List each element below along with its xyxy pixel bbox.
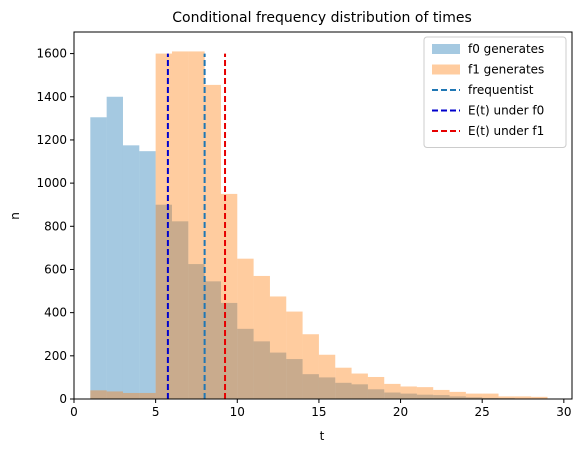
x-axis-label: t bbox=[320, 429, 325, 443]
histogram-bar bbox=[220, 193, 238, 399]
histogram-bar bbox=[188, 51, 205, 400]
y-axis: 0 200 400 600 800 1000 1200 1400 1600 bbox=[36, 47, 74, 406]
x-tick-label: 10 bbox=[230, 405, 245, 419]
histogram-bar bbox=[286, 311, 303, 399]
histogram-bar bbox=[286, 359, 303, 399]
histogram-bar bbox=[367, 376, 385, 399]
y-tick-label: 1400 bbox=[36, 90, 67, 104]
histogram-bar bbox=[335, 367, 352, 399]
y-tick-label: 0 bbox=[59, 392, 67, 406]
histogram-bar bbox=[416, 394, 434, 399]
histogram-bar bbox=[351, 373, 368, 399]
x-tick-label: 30 bbox=[556, 405, 571, 419]
legend-swatch bbox=[432, 64, 460, 75]
legend-label: f0 generates bbox=[468, 42, 544, 56]
chart-title: Conditional frequency distribution of ti… bbox=[172, 10, 472, 26]
histogram-bar bbox=[253, 275, 270, 399]
histogram-bar bbox=[90, 390, 107, 399]
histogram-bar bbox=[531, 396, 548, 399]
histogram-bar bbox=[237, 258, 254, 399]
y-tick-label: 600 bbox=[44, 262, 67, 276]
histogram-bar bbox=[318, 377, 336, 399]
histogram-bar bbox=[139, 392, 156, 399]
histogram-bar bbox=[384, 383, 401, 399]
histogram-bar bbox=[171, 51, 189, 400]
histogram-bar bbox=[302, 334, 319, 399]
histogram-bar bbox=[253, 341, 270, 399]
legend-label: E(t) under f1 bbox=[468, 124, 544, 138]
legend-label: frequentist bbox=[468, 83, 534, 97]
histogram-bar bbox=[90, 117, 107, 400]
histogram-bar bbox=[139, 151, 156, 399]
histogram-bar bbox=[122, 392, 140, 399]
histogram-bar bbox=[204, 84, 221, 399]
histogram-bar bbox=[482, 393, 499, 399]
histogram-bar bbox=[269, 352, 287, 399]
histogram-bar bbox=[106, 391, 123, 399]
y-tick-label: 1600 bbox=[36, 47, 67, 61]
legend: f0 generates f1 generates frequentist E(t) … bbox=[423, 36, 567, 148]
histogram-bar bbox=[416, 387, 434, 399]
x-axis: 0 5 10 15 20 25 30 bbox=[70, 399, 571, 419]
legend-label: f1 generates bbox=[468, 63, 544, 77]
y-tick-label: 800 bbox=[44, 219, 67, 233]
histogram-bar bbox=[465, 397, 483, 399]
y-tick-label: 400 bbox=[44, 306, 67, 320]
histogram-bar bbox=[122, 145, 140, 399]
y-tick-label: 200 bbox=[44, 349, 67, 363]
plot-frame bbox=[73, 31, 573, 400]
x-tick-label: 25 bbox=[475, 405, 490, 419]
vlines-layer bbox=[166, 53, 227, 399]
histogram-bar bbox=[204, 281, 221, 399]
histogram-bar bbox=[433, 389, 450, 399]
legend-swatch bbox=[432, 44, 460, 54]
histogram-bar bbox=[155, 53, 172, 400]
histogram-bar bbox=[188, 264, 205, 399]
histogram-bar bbox=[465, 393, 483, 399]
x-tick-label: 20 bbox=[393, 405, 408, 419]
histogram-bar bbox=[400, 386, 417, 399]
y-tick-label: 1200 bbox=[36, 133, 67, 147]
histogram-bar bbox=[367, 389, 385, 399]
histogram-bar bbox=[498, 396, 515, 399]
histogram-bar bbox=[514, 396, 532, 399]
histogram-bar bbox=[400, 393, 417, 399]
histogram-bar bbox=[449, 396, 466, 399]
histogram-bar bbox=[449, 391, 466, 399]
legend-box bbox=[423, 36, 567, 148]
histogram-bar bbox=[237, 328, 254, 399]
histogram-bar bbox=[335, 382, 352, 399]
histogram-bar bbox=[482, 397, 499, 399]
histogram-bar bbox=[318, 354, 336, 399]
histogram-bar bbox=[384, 392, 401, 399]
histogram-bar bbox=[106, 96, 123, 399]
x-tick-label: 5 bbox=[152, 405, 160, 419]
legend-label: E(t) under f0 bbox=[468, 104, 544, 118]
histogram-bar bbox=[433, 395, 450, 399]
x-tick-label: 0 bbox=[70, 405, 78, 419]
histogram-bar bbox=[269, 296, 287, 399]
x-tick-label: 15 bbox=[311, 405, 326, 419]
histogram-series-1 bbox=[90, 51, 548, 400]
histogram-bar bbox=[302, 374, 319, 399]
histogram-bar bbox=[171, 221, 189, 399]
histogram-bar bbox=[351, 384, 368, 399]
y-axis-label: n bbox=[8, 212, 22, 220]
y-tick-label: 1000 bbox=[36, 176, 67, 190]
